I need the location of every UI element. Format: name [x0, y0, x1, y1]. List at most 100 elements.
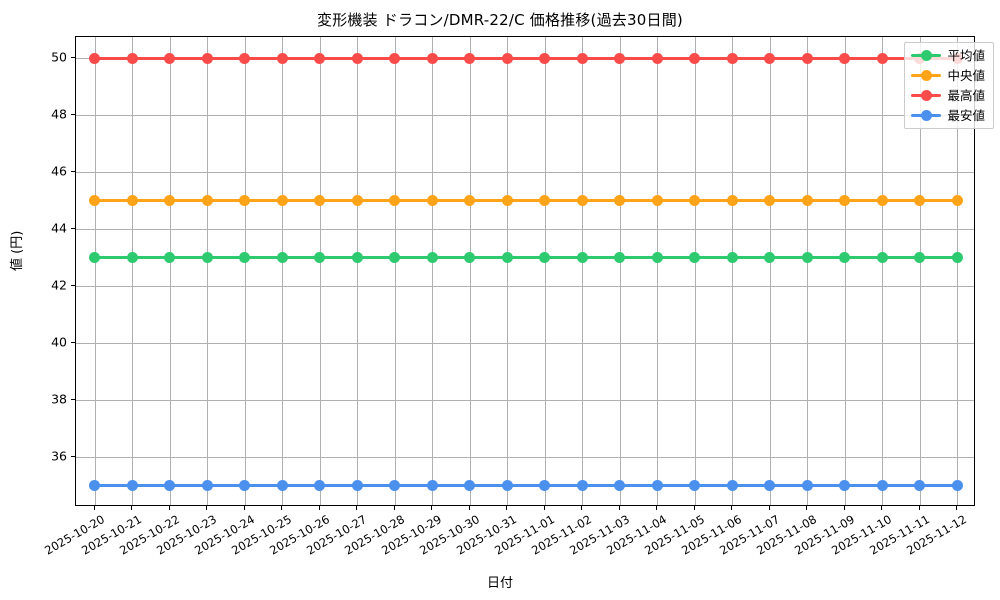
gridline-vertical — [169, 37, 171, 505]
series-data-point — [839, 52, 851, 64]
legend-item[interactable]: 最安値 — [911, 108, 985, 123]
series-data-point — [201, 480, 213, 492]
gridline-vertical — [432, 37, 434, 505]
y-tick-label: 38 — [51, 391, 67, 407]
y-tick-label: 36 — [51, 448, 67, 464]
series-data-point — [314, 252, 326, 264]
series-line-segment — [732, 56, 770, 60]
series-data-point — [689, 252, 701, 264]
series-line-segment — [807, 199, 845, 203]
series-data-point — [539, 195, 551, 207]
x-tick-mark — [618, 506, 620, 510]
series-line-segment — [882, 56, 920, 60]
series-data-point — [539, 252, 551, 264]
series-line-segment — [244, 484, 283, 488]
series-line-segment — [769, 199, 808, 203]
series-data-point — [426, 195, 438, 207]
series-line-segment — [882, 484, 920, 488]
series-data-point — [839, 480, 851, 492]
series-data-point — [764, 252, 776, 264]
x-tick-mark — [881, 506, 883, 510]
series-layer — [76, 37, 974, 505]
legend-item[interactable]: 最高値 — [911, 88, 985, 103]
gridline-vertical — [919, 37, 921, 505]
series-line-segment — [844, 199, 883, 203]
series-data-point — [539, 480, 551, 492]
legend-item[interactable]: 中央値 — [911, 68, 985, 83]
gridline-vertical — [544, 37, 546, 505]
series-line-segment — [207, 256, 245, 260]
series-line-segment — [844, 484, 883, 488]
x-tick-mark — [956, 506, 958, 510]
series-data-point — [876, 195, 888, 207]
series-line-segment — [694, 484, 733, 488]
series-data-point — [764, 195, 776, 207]
gridline-vertical — [619, 37, 621, 505]
x-tick-mark — [356, 506, 358, 510]
x-tick-mark — [918, 506, 920, 510]
series-line-segment — [244, 56, 283, 60]
series-line-segment — [282, 56, 320, 60]
series-line-segment — [657, 484, 695, 488]
gridline-horizontal — [76, 115, 974, 117]
series-data-point — [201, 195, 213, 207]
series-data-point — [89, 52, 101, 64]
series-line-segment — [582, 199, 620, 203]
series-line-segment — [319, 56, 358, 60]
series-data-point — [239, 480, 251, 492]
series-line-segment — [619, 199, 658, 203]
series-data-point — [126, 52, 138, 64]
y-tick-mark — [71, 171, 75, 173]
series-data-point — [951, 480, 963, 492]
x-tick-mark — [168, 506, 170, 510]
series-data-point — [164, 252, 176, 264]
series-data-point — [276, 52, 288, 64]
series-line-segment — [94, 56, 133, 60]
series-data-point — [914, 252, 926, 264]
series-line-segment — [619, 56, 658, 60]
series-data-point — [314, 195, 326, 207]
series-data-point — [464, 252, 476, 264]
series-line-segment — [169, 56, 208, 60]
series-data-point — [576, 480, 588, 492]
series-data-point — [501, 195, 513, 207]
y-tick-label: 42 — [51, 277, 67, 293]
series-line-segment — [132, 256, 170, 260]
series-line-segment — [694, 56, 733, 60]
y-tick-label: 50 — [51, 49, 67, 65]
series-data-point — [576, 52, 588, 64]
series-line-segment — [582, 484, 620, 488]
series-data-point — [351, 252, 363, 264]
y-axis-title: 値 (円) — [10, 230, 25, 271]
series-data-point — [726, 252, 738, 264]
series-line-segment — [882, 256, 920, 260]
series-data-point — [689, 195, 701, 207]
series-data-point — [801, 480, 813, 492]
series-data-point — [726, 480, 738, 492]
series-line-segment — [769, 484, 808, 488]
series-data-point — [89, 195, 101, 207]
series-data-point — [651, 480, 663, 492]
gridline-vertical — [844, 37, 846, 505]
series-data-point — [351, 195, 363, 207]
series-line-segment — [469, 484, 508, 488]
legend-item[interactable]: 平均値 — [911, 48, 985, 63]
series-data-point — [501, 252, 513, 264]
series-line-segment — [544, 484, 583, 488]
series-data-point — [614, 52, 626, 64]
series-data-point — [876, 52, 888, 64]
y-tick-mark — [71, 114, 75, 116]
series-data-point — [689, 52, 701, 64]
series-line-segment — [207, 56, 245, 60]
series-data-point — [464, 52, 476, 64]
series-data-point — [314, 52, 326, 64]
x-tick-mark — [281, 506, 283, 510]
x-tick-mark — [318, 506, 320, 510]
series-data-point — [426, 252, 438, 264]
series-line-segment — [207, 484, 245, 488]
gridline-vertical — [507, 37, 509, 505]
series-data-point — [576, 195, 588, 207]
legend-label: 中央値 — [947, 68, 985, 83]
series-line-segment — [919, 199, 958, 203]
series-data-point — [164, 52, 176, 64]
